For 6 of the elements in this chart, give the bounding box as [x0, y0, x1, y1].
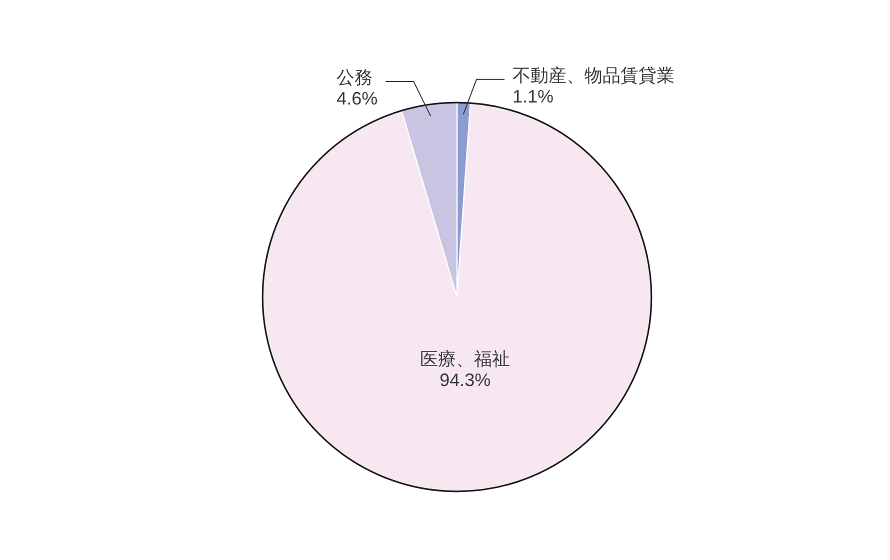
slice-label: 不動産、物品賃貸業 [512, 65, 675, 86]
slice-label: 公務 [336, 68, 373, 88]
slice-label: 医療、福祉 [420, 348, 510, 369]
data-label: 1.1% [512, 86, 554, 106]
data-label: 94.3% [440, 370, 491, 390]
data-label: 4.6% [336, 88, 378, 109]
